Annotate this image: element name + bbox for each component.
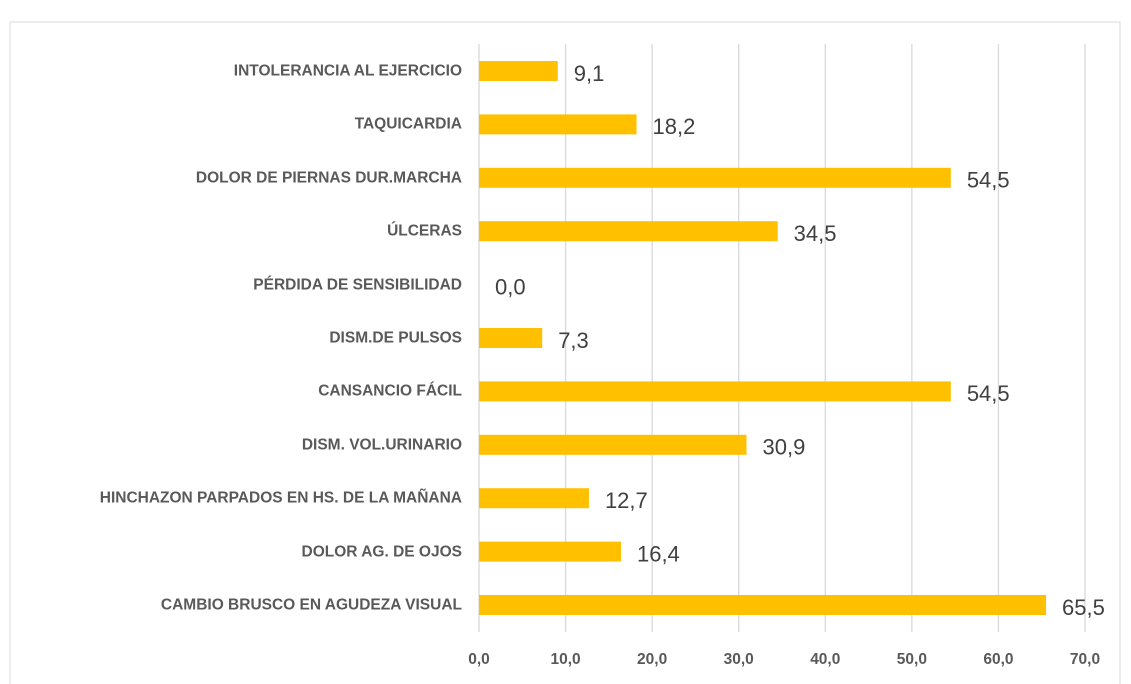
y-tick-label: CANSANCIO FÁCIL — [318, 382, 462, 400]
y-tick-label: DOLOR DE PIERNAS DUR.MARCHA — [195, 169, 462, 187]
bar — [479, 114, 637, 135]
value-label: 30,9 — [763, 435, 806, 460]
x-tick-label: 70,0 — [1070, 651, 1100, 668]
x-tick-label: 10,0 — [550, 651, 580, 668]
x-tick-label: 60,0 — [983, 651, 1013, 668]
chart-border — [9, 21, 1121, 684]
y-tick-label: DISM. VOL.URINARIO — [301, 436, 462, 454]
y-tick-label: DISM.DE PULSOS — [329, 329, 462, 347]
bar — [479, 328, 543, 348]
bar — [479, 381, 951, 402]
value-label: 34,5 — [794, 221, 837, 246]
bar — [479, 488, 589, 509]
x-tick-label: 30,0 — [724, 651, 754, 668]
bar — [479, 595, 1047, 615]
bar — [479, 434, 747, 455]
value-label: 0,0 — [495, 274, 526, 299]
bar — [479, 167, 951, 188]
value-label: 12,7 — [605, 488, 648, 513]
value-label: 16,4 — [637, 541, 680, 566]
y-tick-label: TAQUICARDIA — [354, 115, 462, 133]
value-label: 54,5 — [967, 168, 1010, 193]
bar — [479, 541, 621, 562]
bar — [479, 221, 778, 242]
y-tick-label: ÚLCERAS — [387, 222, 462, 240]
bar — [479, 61, 558, 81]
y-tick-label: HINCHAZON PARPADOS EN HS. DE LA MAÑANA — [99, 489, 462, 507]
value-label: 7,3 — [558, 328, 589, 353]
y-tick-label: CAMBIO BRUSCO EN AGUDEZA VISUAL — [160, 596, 462, 614]
value-label: 65,5 — [1062, 595, 1105, 620]
value-label: 54,5 — [967, 381, 1010, 406]
x-tick-label: 20,0 — [637, 651, 667, 668]
y-tick-label: PÉRDIDA DE SENSIBILIDAD — [253, 276, 462, 294]
x-tick-label: 40,0 — [810, 651, 840, 668]
y-tick-label: DOLOR AG. DE OJOS — [301, 543, 462, 561]
x-tick-label: 0,0 — [468, 651, 490, 668]
value-label: 9,1 — [574, 61, 605, 86]
y-tick-label: INTOLERANCIA AL EJERCICIO — [233, 62, 462, 80]
x-tick-label: 50,0 — [897, 651, 927, 668]
value-label: 18,2 — [653, 114, 696, 139]
